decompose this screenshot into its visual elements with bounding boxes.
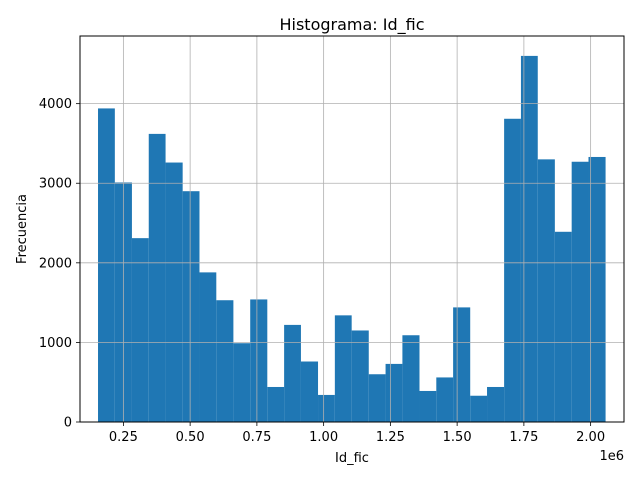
y-axis-ticks: 0 1000 2000 3000 4000	[39, 97, 80, 431]
x-tick-label: 1.00	[309, 430, 338, 445]
histogram-bar	[199, 272, 217, 422]
histogram-bar	[385, 363, 403, 422]
x-tick-label: 1.25	[376, 430, 405, 445]
y-tick-label: 1000	[39, 336, 72, 351]
y-tick-label: 3000	[39, 177, 72, 192]
histogram-bar	[148, 133, 166, 422]
histogram-bar	[250, 299, 268, 422]
y-axis-label: Frecuencia	[15, 194, 30, 264]
y-tick-label: 2000	[39, 256, 72, 271]
histogram-bar	[300, 361, 319, 422]
histogram-bar	[233, 343, 251, 422]
y-tick-label: 0	[64, 416, 72, 431]
histogram-bar	[402, 335, 420, 422]
x-tick-label: 0.75	[242, 430, 271, 445]
x-tick-label: 2.00	[576, 430, 605, 445]
x-tick-label: 0.50	[176, 430, 205, 445]
histogram-bar	[98, 108, 115, 423]
histogram-bar	[318, 394, 335, 422]
histogram-bar	[554, 231, 572, 422]
histogram-bar	[571, 161, 589, 422]
histogram-bars	[98, 55, 606, 423]
histogram-bar	[487, 386, 505, 422]
chart-title: Histograma: Id_fic	[279, 15, 424, 35]
histogram-bar	[453, 307, 471, 422]
histogram-bar	[284, 324, 301, 422]
histogram-bar	[216, 300, 234, 422]
histogram-bar	[131, 238, 149, 422]
histogram-bar	[368, 374, 386, 422]
x-axis-offset-text: 1e6	[599, 449, 624, 464]
histogram-bar	[504, 118, 521, 423]
histogram-bar	[182, 191, 200, 422]
histogram-bar	[419, 390, 437, 422]
x-tick-label: 1.75	[509, 430, 538, 445]
x-axis-ticks: 0.25 0.50 0.75 1.00 1.25 1.50 1.75 2.00	[109, 422, 605, 445]
y-tick-label: 4000	[39, 97, 72, 112]
histogram-bar	[436, 377, 454, 422]
plot-frame	[79, 35, 625, 423]
histogram-bar	[334, 315, 352, 422]
x-tick-label: 0.25	[109, 430, 138, 445]
histogram-bar	[470, 395, 488, 422]
histogram-bar	[537, 159, 555, 423]
histogram-bar	[165, 162, 183, 423]
histogram-bar	[351, 330, 369, 422]
x-axis-label: Id_fic	[335, 451, 369, 466]
histogram-bar	[267, 386, 285, 422]
histogram-bar	[588, 156, 606, 422]
x-tick-label: 1.50	[443, 430, 472, 445]
histogram-bar	[520, 55, 538, 423]
